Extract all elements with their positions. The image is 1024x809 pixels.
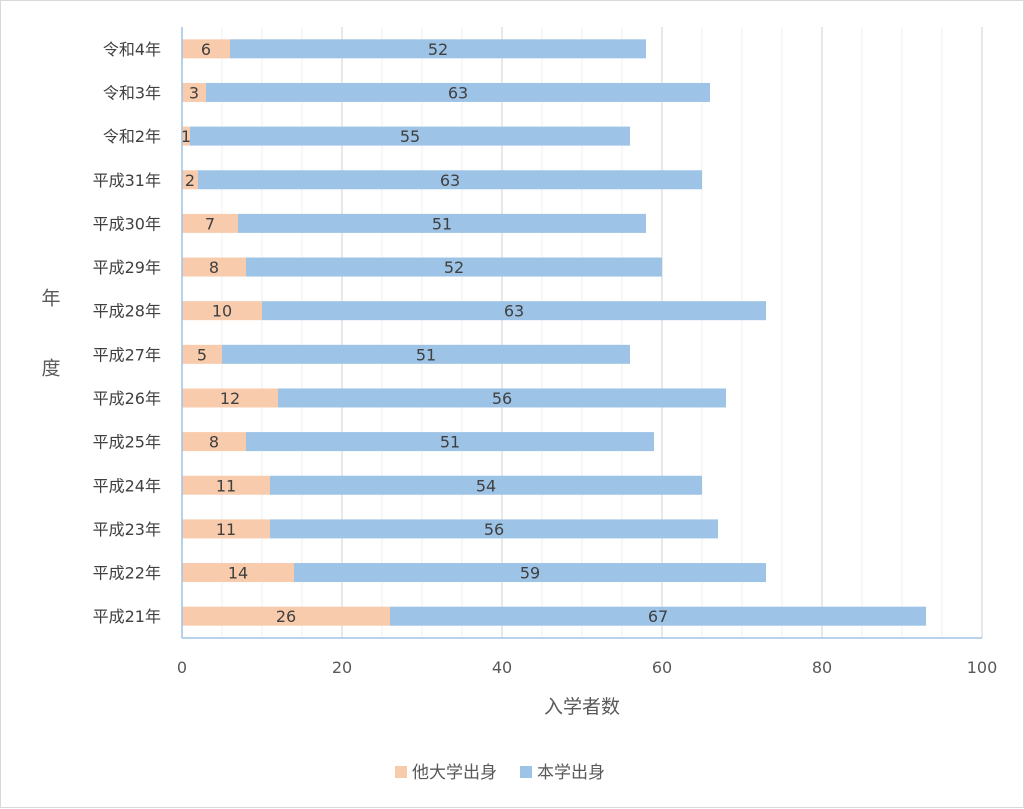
data-label: 63 xyxy=(504,302,524,321)
bar-home-univ xyxy=(198,170,702,190)
bar-home-univ xyxy=(230,39,646,59)
bar-home-univ xyxy=(206,82,710,102)
x-tick-label: 100 xyxy=(967,658,998,677)
bars xyxy=(182,39,926,626)
bar-other-univ xyxy=(182,213,238,233)
bar-home-univ xyxy=(222,344,630,364)
y-axis-title-char: 度 xyxy=(41,358,60,380)
data-label: 3 xyxy=(189,83,199,102)
bar-home-univ xyxy=(294,563,766,583)
data-label: 2 xyxy=(185,171,195,190)
legend-label: 他大学出身 xyxy=(412,763,497,783)
data-label: 54 xyxy=(476,476,496,495)
y-tick-label: 平成28年 xyxy=(93,302,161,321)
data-label: 51 xyxy=(416,345,436,364)
y-tick-label: 平成21年 xyxy=(93,607,161,626)
legend: 他大学出身 本学出身 xyxy=(395,763,605,783)
data-label: 12 xyxy=(220,389,240,408)
y-tick-label: 令和4年 xyxy=(103,40,161,59)
y-tick-label: 平成23年 xyxy=(93,520,161,539)
bar-home-univ xyxy=(246,432,654,452)
bar-other-univ xyxy=(182,39,230,59)
bar-other-univ xyxy=(182,344,222,364)
bar-home-univ xyxy=(390,606,926,626)
data-label: 1 xyxy=(181,127,191,146)
bar-home-univ xyxy=(190,126,630,146)
data-label: 8 xyxy=(209,433,219,452)
data-label: 51 xyxy=(440,433,460,452)
x-tick-label: 20 xyxy=(332,658,352,677)
data-label: 52 xyxy=(428,40,448,59)
bar-home-univ xyxy=(262,301,766,321)
bar-home-univ xyxy=(270,475,702,495)
data-label: 67 xyxy=(648,607,668,626)
bar-other-univ xyxy=(182,563,294,583)
data-label: 63 xyxy=(440,171,460,190)
bar-other-univ xyxy=(182,606,390,626)
data-label: 63 xyxy=(448,83,468,102)
data-label: 7 xyxy=(205,214,215,233)
y-tick-label: 平成30年 xyxy=(93,214,161,233)
y-tick-label: 平成26年 xyxy=(93,389,161,408)
data-label: 6 xyxy=(201,40,211,59)
data-label: 10 xyxy=(212,302,232,321)
y-tick-label: 平成24年 xyxy=(93,476,161,495)
y-tick-label: 令和2年 xyxy=(103,127,161,146)
y-axis-ticks: 平成21年 平成22年 平成23年 平成24年 平成25年 平成26年 平成27年 平成28年… xyxy=(93,40,161,626)
bar-home-univ xyxy=(270,519,718,539)
bar-home-univ xyxy=(246,257,662,277)
gridlines xyxy=(221,27,983,638)
bar-other-univ xyxy=(182,126,190,146)
x-axis-ticks: 0 20 40 60 80 100 xyxy=(177,658,997,677)
x-axis-title: 入学者数 xyxy=(544,696,620,718)
data-label: 56 xyxy=(492,389,512,408)
x-tick-label: 60 xyxy=(652,658,672,677)
bar-home-univ xyxy=(238,213,646,233)
data-label: 14 xyxy=(228,564,248,583)
y-tick-label: 平成29年 xyxy=(93,258,161,277)
data-label: 55 xyxy=(400,127,420,146)
y-tick-label: 平成27年 xyxy=(93,345,161,364)
legend-swatch xyxy=(520,766,532,778)
data-label: 59 xyxy=(520,564,540,583)
bar-other-univ xyxy=(182,475,270,495)
bar-other-univ xyxy=(182,82,206,102)
bar-home-univ xyxy=(278,388,726,408)
legend-swatch xyxy=(395,766,407,778)
data-label: 51 xyxy=(432,214,452,233)
x-tick-label: 40 xyxy=(492,658,512,677)
data-label: 52 xyxy=(444,258,464,277)
x-tick-label: 0 xyxy=(177,658,187,677)
y-tick-label: 平成31年 xyxy=(93,171,161,190)
data-label: 8 xyxy=(209,258,219,277)
data-label: 26 xyxy=(276,607,296,626)
bar-other-univ xyxy=(182,519,270,539)
y-axis-title: 年度 xyxy=(41,288,60,380)
data-label: 5 xyxy=(197,345,207,364)
y-tick-label: 平成25年 xyxy=(93,433,161,452)
data-label: 11 xyxy=(216,520,236,539)
y-axis-title-char: 年 xyxy=(41,288,60,310)
bar-other-univ xyxy=(182,388,278,408)
data-label: 11 xyxy=(216,476,236,495)
bar-other-univ xyxy=(182,257,246,277)
legend-label: 本学出身 xyxy=(537,763,605,783)
y-tick-label: 平成22年 xyxy=(93,564,161,583)
y-tick-label: 令和3年 xyxy=(103,83,161,102)
bar-other-univ xyxy=(182,432,246,452)
bar-other-univ xyxy=(182,301,262,321)
data-label: 56 xyxy=(484,520,504,539)
bar-other-univ xyxy=(182,170,198,190)
x-tick-label: 80 xyxy=(812,658,832,677)
